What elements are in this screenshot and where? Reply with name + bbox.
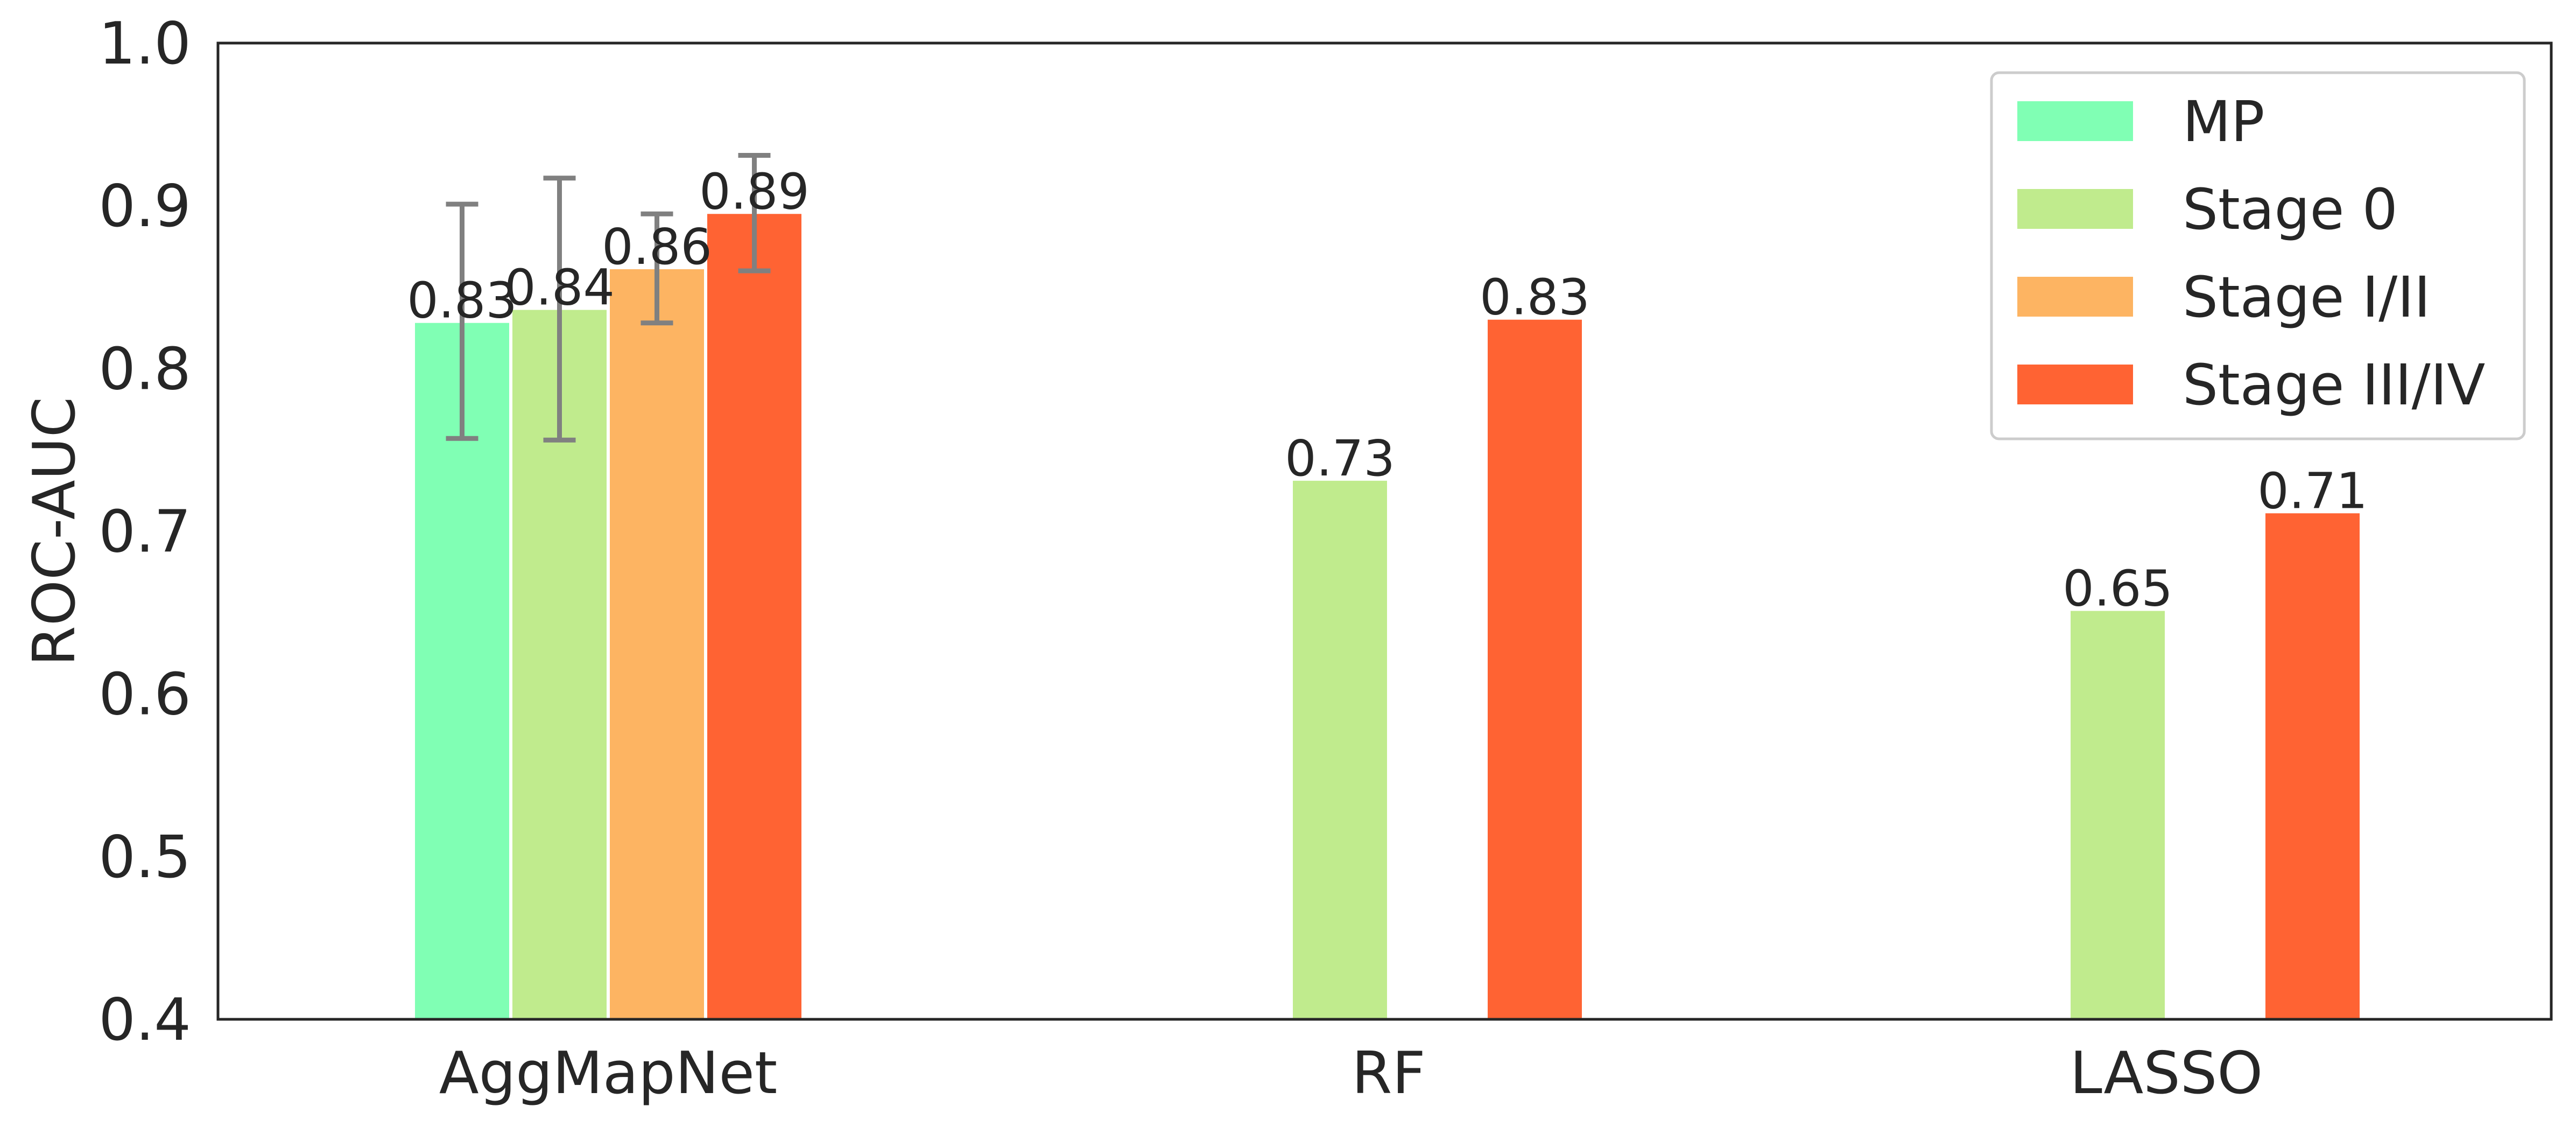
bar-aggmapnet-stage-i-ii: [610, 269, 704, 1019]
bar-aggmapnet-stage-iii-iv: [707, 214, 801, 1019]
y-tick-label: 0.6: [98, 661, 191, 729]
data-labels-layer: 0.830.840.730.650.860.890.830.71: [407, 163, 2368, 617]
y-axis-label: ROC-AUC: [21, 397, 88, 666]
data-label: 0.83: [1480, 269, 1590, 326]
error-bars-layer: [446, 152, 771, 443]
error-bar: [543, 176, 576, 443]
legend-swatch: [2017, 365, 2133, 404]
bar-rf-stage-0: [1293, 480, 1387, 1019]
legend-swatch: [2017, 277, 2133, 317]
legend-swatch: [2017, 101, 2133, 141]
x-tick-label: RF: [1352, 1040, 1425, 1107]
data-label: 0.71: [2257, 462, 2368, 520]
legend-label: Stage III/IV: [2183, 352, 2485, 418]
y-tick-label: 0.8: [98, 335, 191, 403]
bar-rf-stage-iii-iv: [1488, 319, 1582, 1019]
y-tick-label: 0.9: [98, 173, 191, 240]
data-label: 0.84: [504, 259, 615, 317]
legend: MP Stage 0 Stage I/II Stage III/IV: [1990, 71, 2526, 440]
bar-lasso-stage-iii-iv: [2265, 513, 2360, 1019]
legend-frame: [1990, 71, 2526, 440]
y-axis-ticks: 0.4 0.5 0.6 0.7 0.8 0.9 1.0: [98, 10, 191, 1054]
legend-label: Stage 0: [2183, 177, 2398, 242]
data-label: 0.86: [602, 218, 712, 276]
error-bar: [738, 152, 771, 274]
y-tick-label: 0.4: [98, 986, 191, 1054]
data-label: 0.65: [2063, 560, 2173, 618]
x-tick-label: LASSO: [2070, 1040, 2263, 1107]
data-label: 0.89: [699, 163, 810, 220]
legend-label: Stage I/II: [2183, 264, 2431, 330]
error-bar: [641, 211, 673, 326]
plot-frame: [216, 41, 2553, 1021]
y-tick-label: 0.5: [98, 824, 191, 891]
x-tick-label: AggMapNet: [439, 1040, 778, 1107]
legend-swatch: [2017, 189, 2133, 229]
y-tick-label: 1.0: [98, 10, 191, 78]
y-tick-label: 0.7: [98, 499, 191, 566]
bars-layer: [415, 214, 2360, 1019]
bar-lasso-stage-0: [2071, 611, 2165, 1019]
data-label: 0.83: [407, 272, 517, 330]
data-label: 0.73: [1285, 430, 1395, 487]
legend-label: MP: [2183, 89, 2264, 155]
x-axis-ticks: AggMapNet RF LASSO: [439, 1040, 2263, 1107]
error-bar: [446, 201, 478, 441]
